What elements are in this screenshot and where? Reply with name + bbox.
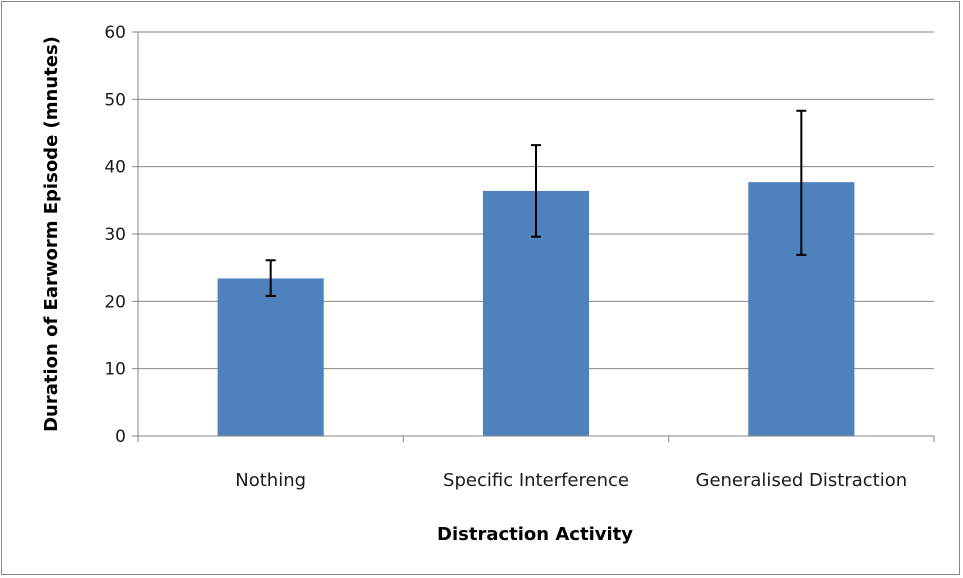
x-category-label: Specific Interference	[443, 470, 629, 491]
axes	[132, 31, 935, 442]
y-tick-label: 0	[115, 427, 126, 447]
y-tick-label: 50	[104, 90, 126, 110]
bar	[217, 278, 324, 436]
error-bars	[265, 109, 807, 297]
y-tick-label: 10	[104, 360, 126, 380]
x-category-label: Generalised Distraction	[696, 470, 908, 491]
x-axis-title: Distraction Activity	[437, 524, 633, 545]
y-axis-title: Duration of Earworm Episode (mnutes)	[41, 36, 62, 432]
y-tick-label: 30	[104, 225, 126, 245]
y-tick-label: 40	[104, 158, 126, 178]
y-tick-label: 60	[104, 23, 126, 43]
x-category-label: Nothing	[235, 470, 306, 491]
y-tick-labels: 0 10 20 30 40 50 60	[104, 23, 126, 447]
y-tick-label: 20	[104, 292, 126, 312]
x-category-labels: Nothing Specific Interference Generalised …	[235, 470, 907, 491]
